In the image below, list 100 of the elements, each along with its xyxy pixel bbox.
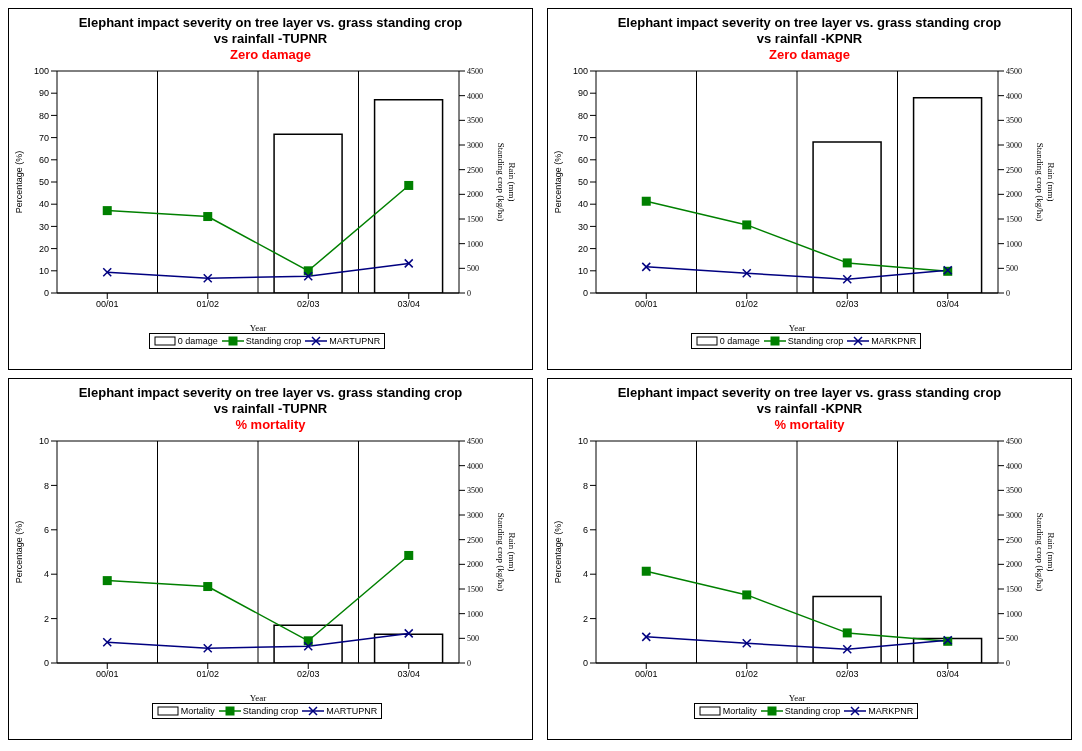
y2-tick-label: 4000	[1006, 91, 1022, 101]
point	[303, 641, 313, 651]
y2-tick-label: 0	[467, 658, 471, 668]
y2-axis-title: Rain (mm) Standing crop (kg/ha)	[495, 142, 517, 222]
legend-label: Mortality	[179, 706, 215, 716]
x-tick-label: 03/04	[397, 669, 421, 680]
y2-tick-label: 4500	[1006, 436, 1022, 446]
y-tick-label: 60	[577, 154, 588, 165]
point	[742, 220, 752, 230]
y2-tick-label: 0	[1006, 288, 1010, 298]
x-tick-label: 03/04	[397, 299, 421, 310]
chart-title: Elephant impact severity on tree layer vs. grass standing crop vs rainfall -TUPNR	[77, 15, 464, 47]
legend-label: MARKPNR	[870, 336, 917, 346]
point	[102, 206, 112, 216]
y2-tick-label: 500	[1006, 264, 1018, 274]
y2-tick-label: 3000	[467, 140, 483, 150]
y2-tick-label: 0	[1006, 658, 1010, 668]
y2-tick-label: 3500	[1006, 116, 1022, 126]
y2-tick-label: 0	[467, 288, 471, 298]
y2-tick-label: 2000	[1006, 560, 1022, 570]
y2-tick-label: 4000	[1006, 461, 1022, 471]
legend-label: Standing crop	[241, 706, 299, 716]
y-axis-title: Percentage (%)	[553, 150, 564, 214]
point	[641, 196, 651, 206]
point	[842, 258, 852, 268]
y-tick-label: 10	[577, 265, 588, 276]
chart-title: Elephant impact severity on tree layer vs. grass standing crop vs rainfall -KPNR	[616, 15, 1003, 47]
x-tick-label: 02/03	[835, 299, 859, 310]
y-tick-label: 20	[577, 243, 588, 254]
x-tick-label: 01/02	[735, 669, 759, 680]
y-tick-label: 20	[38, 243, 49, 254]
point	[641, 632, 651, 642]
chart-title: Elephant impact severity on tree layer vs. grass standing crop vs rainfall -KPNR	[616, 385, 1003, 417]
point	[203, 212, 213, 222]
x-tick-label: 00/01	[95, 299, 119, 310]
point	[842, 628, 852, 638]
y2-tick-label: 2500	[1006, 535, 1022, 545]
y-tick-label: 30	[577, 221, 588, 232]
x-tick-label: 02/03	[835, 669, 859, 680]
y-tick-label: 50	[38, 177, 49, 188]
x-tick-label: 00/01	[634, 299, 658, 310]
y2-tick-label: 1000	[1006, 239, 1022, 249]
legend-label: MARKPNR	[867, 706, 914, 716]
y-axis-title: Percentage (%)	[553, 520, 564, 584]
point	[641, 262, 651, 272]
point	[842, 274, 852, 284]
x-tick-label: 01/02	[196, 669, 220, 680]
y-tick-label: 2	[43, 613, 49, 624]
y-tick-label: 40	[577, 199, 588, 210]
y-tick-label: 8	[43, 480, 49, 491]
x-tick-label: 01/02	[735, 299, 759, 310]
y2-tick-label: 500	[467, 634, 479, 644]
y2-tick-label: 3000	[1006, 140, 1022, 150]
y2-tick-label: 1500	[1006, 214, 1022, 224]
y-tick-label: 70	[577, 132, 588, 143]
y2-axis-title: Rain (mm) Standing crop (kg/ha)	[495, 512, 517, 592]
y2-tick-label: 4500	[467, 436, 483, 446]
point	[404, 628, 414, 639]
legend-label: Standing crop	[783, 706, 841, 716]
y-tick-label: 10	[577, 436, 588, 447]
chart-subtitle: Zero damage	[229, 47, 312, 63]
y2-tick-label: 4500	[467, 66, 483, 76]
y2-axis-title: Rain (mm) Standing crop (kg/ha)	[1034, 512, 1056, 592]
y2-tick-label: 2500	[1006, 165, 1022, 175]
point	[742, 268, 752, 279]
y-tick-label: 10	[38, 436, 49, 447]
y2-tick-label: 3500	[1006, 486, 1022, 496]
point	[203, 582, 213, 592]
point	[641, 566, 651, 576]
y2-tick-label: 1000	[467, 239, 483, 249]
y2-tick-label: 1500	[467, 584, 483, 594]
y-tick-label: 40	[38, 199, 49, 210]
point	[102, 267, 112, 278]
y-tick-label: 0	[43, 288, 49, 299]
x-tick-label: 02/03	[296, 669, 320, 680]
point	[102, 637, 112, 648]
y2-tick-label: 3500	[467, 486, 483, 496]
y2-tick-label: 1000	[467, 609, 483, 619]
legend-label: MARTUPNR	[325, 706, 378, 716]
y2-tick-label: 1000	[1006, 609, 1022, 619]
point	[842, 644, 852, 654]
chart-subtitle: % mortality	[773, 417, 846, 433]
point	[102, 576, 112, 586]
y-tick-label: 2	[582, 613, 588, 624]
legend-label: Mortality	[721, 706, 757, 716]
y-tick-label: 70	[38, 132, 49, 143]
y-tick-label: 30	[38, 221, 49, 232]
y2-tick-label: 500	[467, 264, 479, 274]
point	[404, 180, 414, 190]
y-tick-label: 8	[582, 480, 588, 491]
y2-tick-label: 500	[1006, 634, 1018, 644]
y-tick-label: 0	[582, 658, 588, 669]
y2-tick-label: 4500	[1006, 66, 1022, 76]
y2-tick-label: 2000	[467, 560, 483, 570]
y-axis-title: Percentage (%)	[14, 520, 25, 584]
legend-label: MARTUPNR	[328, 336, 381, 346]
y2-tick-label: 1500	[467, 214, 483, 224]
point	[404, 258, 414, 269]
x-tick-label: 00/01	[95, 669, 119, 680]
y2-tick-label: 3000	[467, 510, 483, 520]
